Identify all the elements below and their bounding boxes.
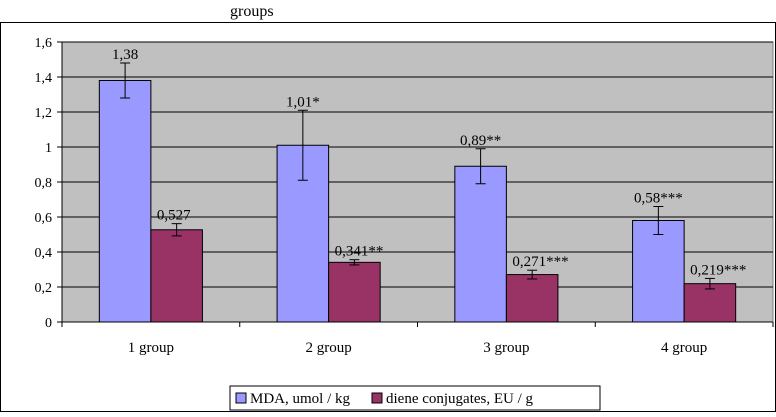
legend-swatch (371, 392, 383, 404)
bar-series-1 (632, 220, 685, 323)
y-tick-label: 0,8 (35, 176, 53, 191)
bar-series-2 (505, 274, 559, 323)
legend-box (229, 385, 601, 411)
bar-series-2 (328, 261, 381, 323)
legend: MDA, umol / kg diene conjugates, EU / g (229, 385, 601, 411)
data-label: 0,341** (335, 244, 384, 260)
data-label: 0,89** (460, 133, 501, 149)
y-tick-label: 1,2 (35, 106, 53, 121)
data-label: 0,527 (157, 208, 191, 224)
x-category-label: 1 group (128, 340, 174, 356)
y-tick-label: 0,2 (35, 281, 53, 296)
x-category-label: 2 group (306, 340, 352, 356)
x-category-label: 3 group (483, 340, 529, 356)
x-category-label: 4 group (661, 340, 707, 356)
bar-series-1 (98, 80, 152, 323)
legend-label: diene conjugates, EU / g (386, 391, 534, 407)
legend-label: MDA, umol / kg (250, 391, 351, 407)
y-tick-label: 1,4 (35, 71, 53, 86)
data-label: 0,58*** (634, 191, 683, 207)
y-tick-label: 0,6 (35, 211, 53, 226)
data-label: 0,219*** (690, 262, 746, 278)
data-label: 1,01* (286, 94, 320, 110)
bar-series-2 (150, 229, 203, 323)
legend-swatch (235, 392, 247, 404)
data-label: 0,271*** (512, 254, 568, 270)
chart-title-fragment: groups (230, 3, 274, 20)
y-tick-label: 1,6 (35, 36, 53, 51)
data-label: 1,38 (112, 47, 138, 63)
y-tick-label: 0,4 (35, 246, 53, 261)
bar-series-1 (454, 165, 507, 323)
y-tick-label: 0 (45, 316, 52, 331)
y-tick-label: 1 (45, 141, 52, 156)
